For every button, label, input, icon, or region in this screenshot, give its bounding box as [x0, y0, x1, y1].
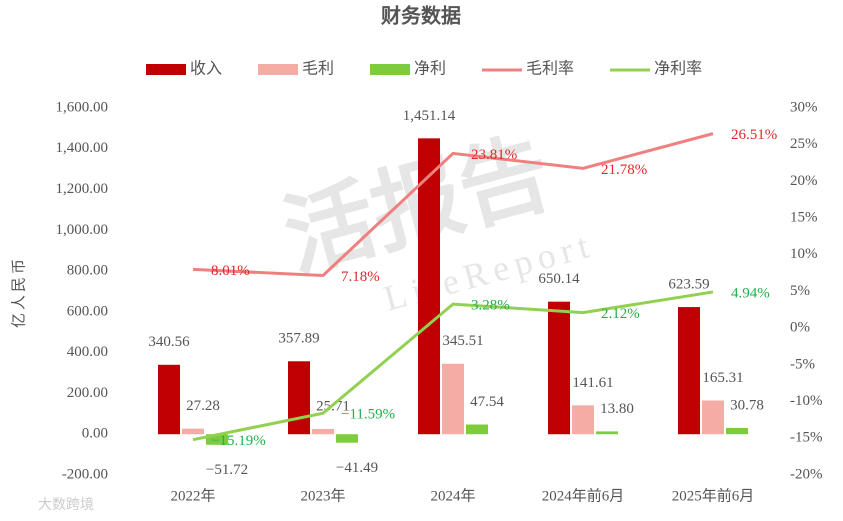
y2-tick-label: 0% [790, 320, 810, 336]
x-tick-label: 2024年 [430, 487, 475, 504]
bar-value-label: 30.78 [730, 397, 764, 413]
line [192, 290, 714, 442]
y-tick-label: 1,400.00 [56, 140, 109, 156]
bar [418, 138, 440, 435]
y2-tick-label: -20% [790, 466, 823, 482]
bar-value-label: −41.49 [336, 460, 378, 476]
bar [678, 307, 700, 435]
bar [442, 363, 464, 435]
y-tick-label: 1,200.00 [56, 181, 109, 197]
bar [572, 405, 594, 435]
y-tick-label: -200.00 [62, 466, 108, 482]
bar-value-label: 340.56 [148, 334, 190, 350]
bar [336, 434, 358, 443]
y2-tick-label: -10% [790, 393, 823, 409]
legend-label: 收入 [190, 60, 222, 78]
bar-value-label: −51.72 [206, 462, 248, 478]
legend-label: 净利 [414, 60, 446, 78]
legend-swatch [370, 64, 411, 75]
y-axis-label: 亿人民币 [10, 256, 27, 328]
line-value-label: 3.28% [471, 298, 510, 314]
bar-value-label: 357.89 [278, 331, 319, 347]
line-value-label: 23.81% [471, 147, 517, 163]
y2-tick-label: 10% [790, 246, 818, 262]
bar [726, 427, 748, 435]
x-tick-label: 2023年 [300, 487, 345, 504]
y-tick-label: 1,600.00 [56, 99, 109, 115]
line-value-label: 2.12% [601, 306, 640, 322]
bar [158, 364, 180, 435]
line-value-label: 8.01% [211, 263, 250, 279]
line-value-label: −11.59% [341, 407, 395, 423]
legend-swatch [146, 64, 186, 75]
legend-label: 毛利 [302, 60, 334, 78]
y-tick-label: 600.00 [67, 303, 108, 319]
line-value-label: 26.51% [731, 127, 777, 143]
y2-tick-label: 30% [790, 99, 818, 115]
bar-value-label: 165.31 [702, 370, 743, 386]
legend-label: 净利率 [654, 60, 702, 78]
bar [206, 434, 228, 445]
bar [312, 428, 334, 435]
line-value-label: 7.18% [341, 269, 380, 285]
bar-value-label: 650.14 [538, 271, 580, 287]
y2-tick-label: -5% [790, 356, 815, 372]
bar-value-label: 13.80 [600, 401, 634, 417]
bar-value-label: 27.28 [186, 398, 220, 414]
bar [466, 424, 488, 435]
bar [596, 431, 618, 435]
bar-value-label: 345.51 [442, 333, 483, 349]
y2-tick-label: 20% [790, 173, 818, 189]
line-value-label: −15.19% [211, 433, 266, 449]
bar-value-label: 47.54 [470, 394, 504, 410]
y-tick-label: 200.00 [67, 385, 108, 401]
x-tick-label: 2025年前6月 [672, 487, 755, 504]
legend-label: 毛利率 [526, 60, 574, 78]
x-tick-label: 2024年前6月 [542, 487, 625, 504]
bar-value-label: 1,451.14 [403, 108, 456, 124]
bar [182, 428, 204, 435]
y2-tick-label: 15% [790, 210, 818, 226]
line-value-label: 4.94% [731, 285, 770, 301]
y2-tick-label: -15% [790, 430, 823, 446]
watermark: 大数跨境 [38, 497, 94, 513]
legend-swatch [258, 64, 299, 75]
chart-title: 财务数据 [381, 4, 461, 28]
line-value-label: 21.78% [601, 162, 647, 178]
bar [288, 361, 310, 435]
y-tick-label: 1,000.00 [56, 222, 109, 238]
bar-value-label: 141.61 [572, 375, 613, 391]
bar [548, 301, 570, 435]
y2-tick-label: 25% [790, 136, 818, 152]
x-tick-label: 2022年 [170, 487, 215, 504]
y-tick-label: 400.00 [67, 344, 108, 360]
y-tick-label: 800.00 [67, 263, 108, 279]
y-tick-label: 0.00 [82, 426, 108, 442]
bar-value-label: 623.59 [668, 277, 709, 293]
y2-tick-label: 5% [790, 283, 810, 299]
bar [702, 400, 724, 435]
line [192, 132, 714, 278]
